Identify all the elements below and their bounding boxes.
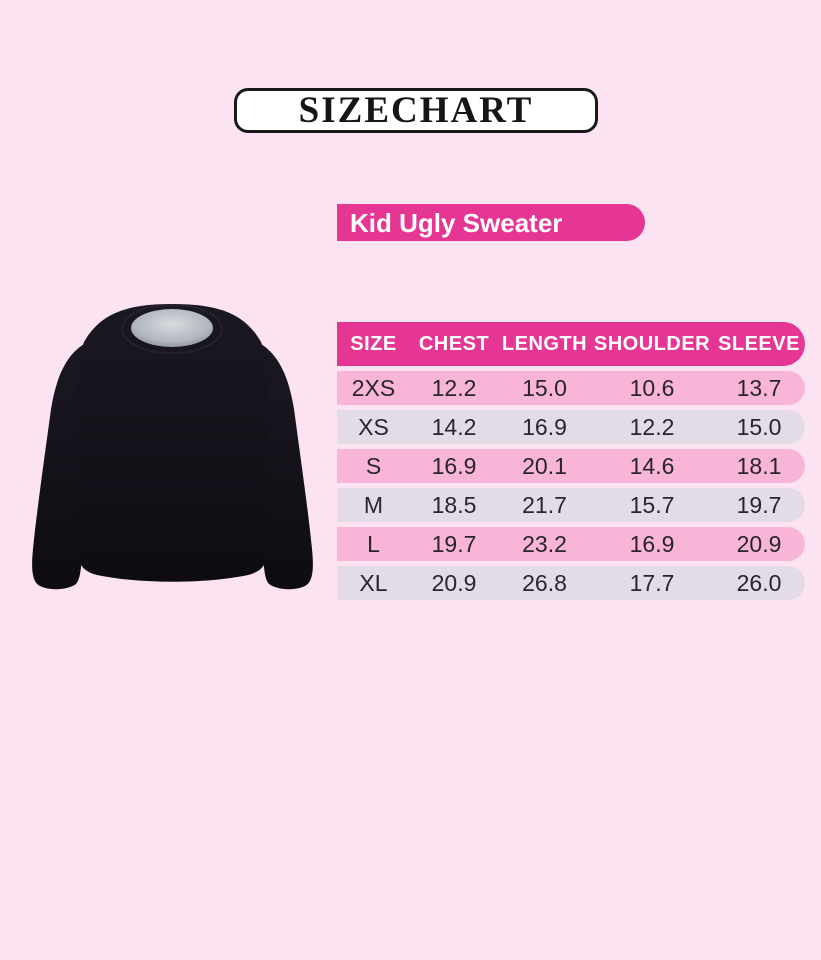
column-header-size: SIZE (350, 333, 397, 355)
cell-chest: 12.2 (431, 374, 477, 401)
cell-length: 21.7 (522, 491, 567, 518)
cell-sleeve: 18.1 (736, 452, 782, 479)
cell-chest: 19.7 (431, 530, 477, 557)
cell-shoulder: 12.2 (629, 413, 675, 440)
cell-size: 2XS (351, 374, 396, 401)
cell-chest: 18.5 (431, 491, 477, 518)
size-table-header-row: SIZE CHEST LENGTH SHOULDER SLEEVE (337, 322, 805, 366)
cell-chest: 16.9 (431, 452, 477, 479)
table-row-xs: XS 14.2 16.9 12.2 15.0 (337, 410, 805, 444)
cell-chest: 20.9 (431, 569, 477, 596)
cell-shoulder: 10.6 (629, 374, 675, 401)
cell-length: 20.1 (522, 452, 567, 479)
cell-size: XS (358, 413, 389, 440)
sweater-image (20, 294, 325, 619)
cell-sleeve: 26.0 (736, 569, 782, 596)
product-name-banner: Kid Ugly Sweater (337, 204, 645, 241)
cell-sleeve: 20.9 (736, 530, 782, 557)
cell-shoulder: 14.6 (629, 452, 675, 479)
table-row-s: S 16.9 20.1 14.6 18.1 (337, 449, 805, 483)
cell-size: M (363, 491, 384, 518)
page-title: SIZECHART (298, 90, 534, 131)
column-header-chest: CHEST (418, 333, 490, 355)
cell-shoulder: 15.7 (629, 491, 675, 518)
product-name-label: Kid Ugly Sweater (350, 207, 563, 238)
cell-length: 16.9 (522, 413, 567, 440)
cell-length: 15.0 (522, 374, 567, 401)
sizechart-title-box: SIZECHART (234, 88, 598, 133)
column-header-sleeve: SLEEVE (718, 333, 800, 355)
column-header-shoulder: SHOULDER (593, 333, 711, 355)
size-table: SIZE CHEST LENGTH SHOULDER SLEEVE 2XS 12… (337, 322, 805, 605)
cell-sleeve: 19.7 (736, 491, 782, 518)
cell-size: XL (359, 569, 388, 596)
black-sweater-graphic (32, 304, 313, 590)
table-row-2xs: 2XS 12.2 15.0 10.6 13.7 (337, 371, 805, 405)
cell-shoulder: 17.7 (629, 569, 675, 596)
table-row-l: L 19.7 23.2 16.9 20.9 (337, 527, 805, 561)
table-row-xl: XL 20.9 26.8 17.7 26.0 (337, 566, 805, 600)
cell-sleeve: 13.7 (736, 374, 782, 401)
cell-length: 26.8 (522, 569, 567, 596)
cell-sleeve: 15.0 (736, 413, 782, 440)
column-header-length: LENGTH (501, 333, 588, 355)
cell-length: 23.2 (522, 530, 567, 557)
table-row-m: M 18.5 21.7 15.7 19.7 (337, 488, 805, 522)
cell-size: L (367, 530, 380, 557)
cell-shoulder: 16.9 (629, 530, 675, 557)
cell-chest: 14.2 (431, 413, 477, 440)
cell-size: S (365, 452, 382, 479)
